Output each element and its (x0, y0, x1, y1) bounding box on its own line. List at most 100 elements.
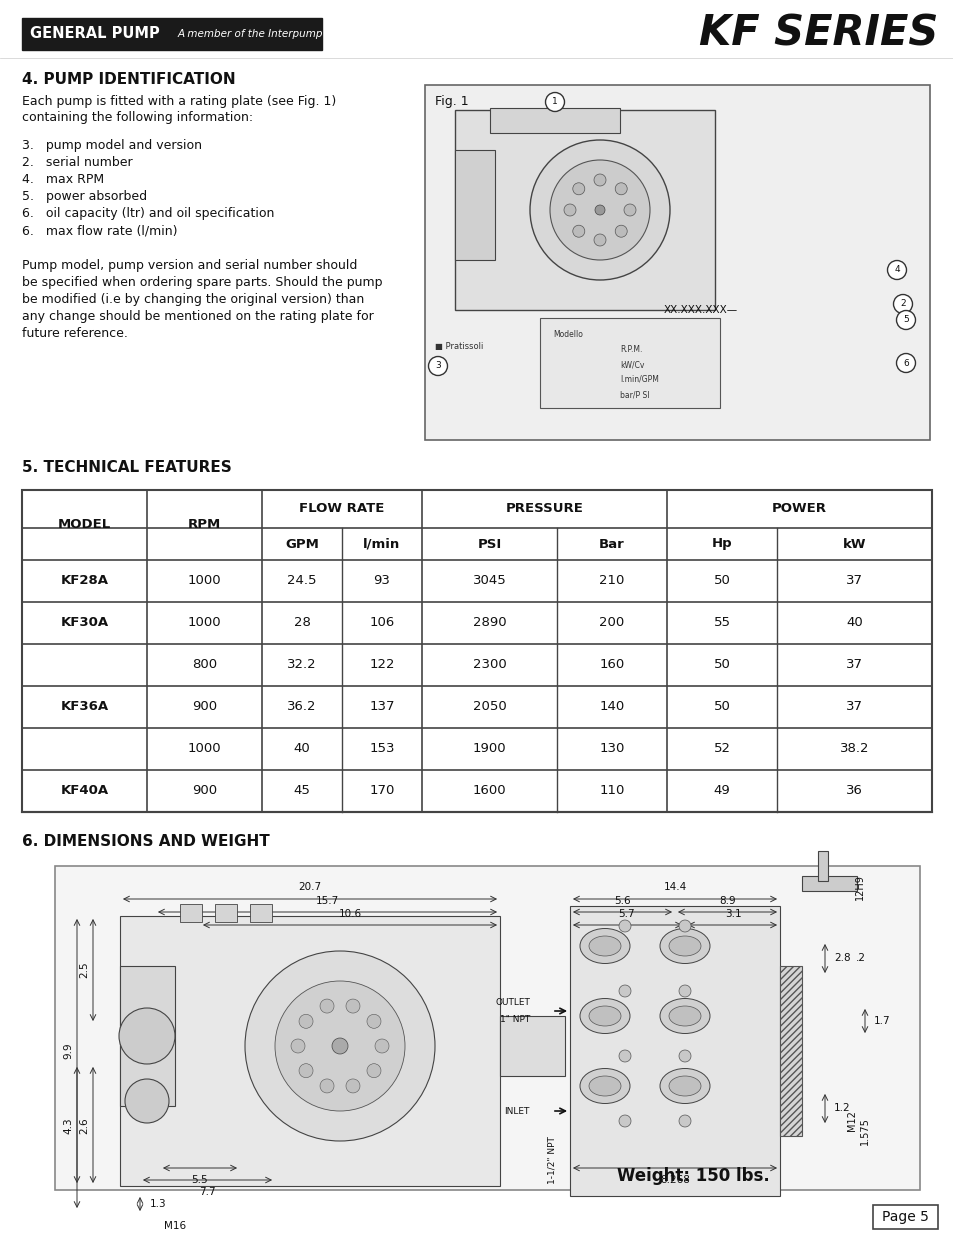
Text: 6. DIMENSIONS AND WEIGHT: 6. DIMENSIONS AND WEIGHT (22, 834, 270, 848)
Text: 106: 106 (369, 616, 395, 630)
Text: 3.1: 3.1 (724, 909, 741, 919)
Text: 36.2: 36.2 (287, 700, 316, 714)
Circle shape (367, 1063, 380, 1078)
Text: 1: 1 (552, 98, 558, 106)
Circle shape (245, 951, 435, 1141)
Bar (22, 490, 931, 811)
Text: 2300: 2300 (472, 658, 506, 672)
Text: ■ Pratissoli: ■ Pratissoli (435, 342, 483, 351)
Bar (817, 851, 827, 881)
Text: 14.4: 14.4 (662, 882, 686, 892)
Text: 210: 210 (598, 574, 624, 588)
Text: 5.6: 5.6 (614, 897, 630, 906)
Text: Each pump is fitted with a rating plate (see Fig. 1): Each pump is fitted with a rating plate … (22, 95, 335, 107)
Text: M16: M16 (164, 1221, 186, 1231)
Text: OUTLET: OUTLET (495, 998, 530, 1007)
Text: 36: 36 (845, 784, 862, 798)
Bar (55, 866, 919, 1191)
Bar (250, 904, 272, 923)
Text: M12: M12 (846, 1110, 856, 1131)
Bar (569, 906, 780, 1195)
Text: 2890: 2890 (472, 616, 506, 630)
Text: 3: 3 (435, 362, 440, 370)
Text: 40: 40 (845, 616, 862, 630)
Ellipse shape (659, 999, 709, 1034)
Text: 2.   serial number: 2. serial number (22, 156, 132, 169)
Text: RPM: RPM (188, 519, 221, 531)
Text: .2: .2 (855, 953, 865, 963)
Circle shape (572, 183, 584, 195)
Text: PSI: PSI (476, 537, 501, 551)
Text: 37: 37 (845, 574, 862, 588)
Text: GENERAL PUMP: GENERAL PUMP (30, 26, 159, 42)
Bar (801, 876, 856, 890)
Ellipse shape (659, 929, 709, 963)
Text: 4: 4 (893, 266, 899, 274)
Text: KF30A: KF30A (60, 616, 109, 630)
Text: 900: 900 (192, 700, 217, 714)
Ellipse shape (668, 1007, 700, 1026)
Text: Modello: Modello (553, 330, 582, 338)
Ellipse shape (668, 1076, 700, 1095)
Text: bar/P SI: bar/P SI (619, 390, 649, 399)
Bar (455, 149, 495, 261)
Ellipse shape (588, 1007, 620, 1026)
Circle shape (550, 161, 649, 261)
Text: 49: 49 (713, 784, 730, 798)
Circle shape (346, 1079, 359, 1093)
Text: 4.   max RPM: 4. max RPM (22, 173, 104, 186)
Circle shape (615, 225, 626, 237)
Text: GPM: GPM (285, 537, 318, 551)
Circle shape (332, 1037, 348, 1053)
Text: l.min/GPM: l.min/GPM (619, 375, 659, 384)
Circle shape (291, 1039, 305, 1053)
Text: 160: 160 (598, 658, 624, 672)
Text: 8.268: 8.268 (659, 1174, 689, 1186)
Text: kW: kW (841, 537, 865, 551)
Circle shape (618, 1115, 630, 1128)
Circle shape (595, 205, 604, 215)
Text: 37: 37 (845, 658, 862, 672)
Circle shape (594, 233, 605, 246)
Circle shape (125, 1079, 169, 1123)
Circle shape (615, 183, 626, 195)
Bar (499, 1016, 564, 1076)
Text: 1.7: 1.7 (873, 1016, 890, 1026)
Ellipse shape (659, 1068, 709, 1104)
Text: 130: 130 (598, 742, 624, 756)
Circle shape (563, 204, 576, 216)
Text: future reference.: future reference. (22, 327, 128, 340)
Ellipse shape (588, 936, 620, 956)
Bar (780, 966, 801, 1136)
Circle shape (618, 986, 630, 997)
Circle shape (346, 999, 359, 1013)
Circle shape (428, 357, 447, 375)
Text: 1.2: 1.2 (833, 1103, 850, 1113)
Text: Bar: Bar (598, 537, 624, 551)
Text: 1.575: 1.575 (859, 1118, 869, 1145)
Text: 1600: 1600 (472, 784, 506, 798)
Text: 2: 2 (900, 300, 904, 309)
Text: 38.2: 38.2 (839, 742, 868, 756)
Text: 5: 5 (902, 315, 908, 325)
Text: 2050: 2050 (472, 700, 506, 714)
Text: 12H9: 12H9 (854, 874, 864, 900)
Text: 800: 800 (192, 658, 217, 672)
Bar (22, 19, 322, 49)
Circle shape (545, 93, 564, 111)
Text: 45: 45 (294, 784, 310, 798)
Text: kW/Cv: kW/Cv (619, 359, 643, 369)
Ellipse shape (668, 936, 700, 956)
Text: 110: 110 (598, 784, 624, 798)
Text: 32.2: 32.2 (287, 658, 316, 672)
Circle shape (896, 310, 915, 330)
Text: 6.   max flow rate (l/min): 6. max flow rate (l/min) (22, 224, 177, 237)
Text: 6.   oil capacity (ltr) and oil specification: 6. oil capacity (ltr) and oil specificat… (22, 207, 274, 220)
Text: 1.3: 1.3 (150, 1199, 167, 1209)
Circle shape (679, 986, 690, 997)
Bar (872, 1205, 937, 1229)
Text: 1900: 1900 (472, 742, 506, 756)
Text: 7.7: 7.7 (199, 1187, 215, 1197)
Bar (539, 317, 720, 408)
Text: be specified when ordering spare parts. Should the pump: be specified when ordering spare parts. … (22, 275, 382, 289)
